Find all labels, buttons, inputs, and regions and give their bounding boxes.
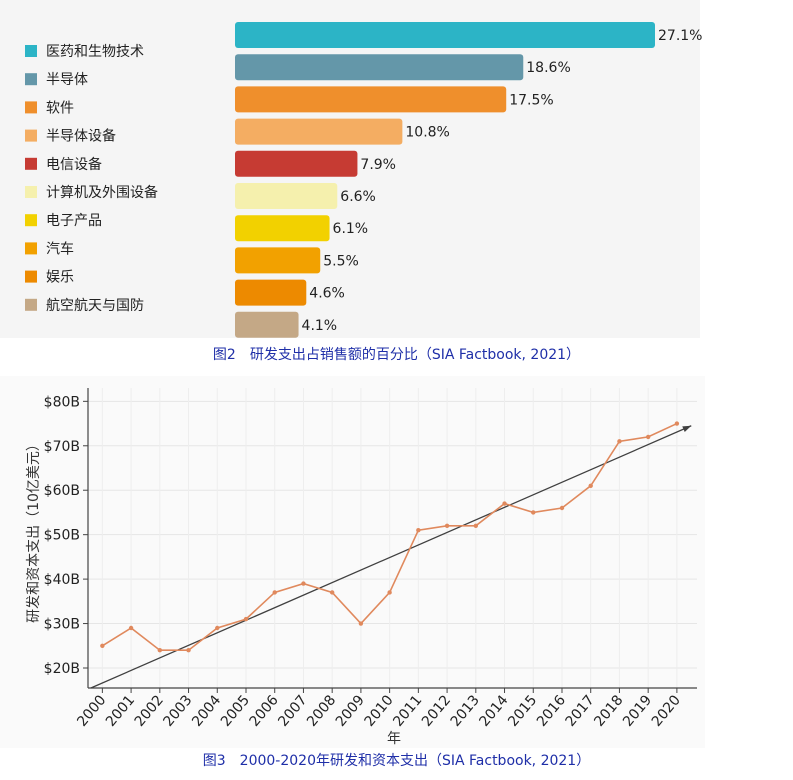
line-chart-background (0, 376, 705, 748)
legend-swatch (25, 270, 37, 283)
data-point (559, 505, 565, 511)
bar-chart-rd-percentage: 医药和生物技术半导体软件半导体设备电信设备计算机及外围设备电子产品汽车娱乐航空航… (0, 0, 703, 338)
legend-swatch (25, 242, 37, 255)
legend-swatch (25, 101, 37, 114)
bar (235, 215, 330, 242)
bar (235, 247, 321, 274)
bar-value-label: 17.5% (509, 92, 553, 108)
legend-label: 计算机及外围设备 (46, 184, 158, 201)
data-point (215, 625, 220, 631)
data-point (329, 590, 335, 595)
data-point (272, 590, 277, 595)
data-point (645, 434, 651, 440)
line-chart-rd-capex: $20B$30B$40B$50B$60B$70B$80B 20002001200… (0, 376, 705, 748)
bar (235, 150, 358, 177)
x-axis-label: 年 (387, 731, 401, 747)
legend-swatch (25, 157, 37, 170)
bar-value-label: 6.6% (340, 189, 376, 205)
bar-value-label: 6.1% (333, 221, 369, 237)
legend-label: 娱乐 (46, 270, 74, 286)
bar (235, 118, 403, 145)
legend-label: 航空航天与国防 (46, 298, 144, 314)
data-point (128, 625, 134, 631)
y-tick-label: $30B (44, 617, 80, 633)
data-point (444, 523, 450, 528)
line-chart-axes (83, 388, 697, 693)
bar-value-label: 7.9% (360, 157, 396, 173)
y-tick-label: $60B (44, 483, 80, 499)
data-point (531, 510, 536, 515)
data-point (416, 528, 421, 533)
data-point (617, 439, 622, 444)
y-tick-label: $40B (44, 572, 80, 588)
trend-line (90, 425, 692, 689)
bar (235, 86, 507, 113)
bar (235, 54, 524, 81)
legend-label: 半导体 (46, 72, 88, 88)
y-tick-label: $50B (44, 528, 80, 544)
bar-value-label: 18.6% (526, 60, 570, 76)
trend-line-segment (90, 425, 692, 689)
y-tick-label: $70B (44, 439, 80, 455)
bar-value-label: 4.6% (309, 286, 345, 302)
data-point (100, 643, 105, 648)
data-point (186, 648, 191, 653)
data-series (100, 421, 680, 653)
bar-value-label: 27.1% (658, 28, 702, 44)
data-point (502, 501, 507, 506)
line-chart-y-tick-labels: $20B $30B $40B $50B $60B $70B $80B (44, 394, 80, 677)
trend-arrowhead (682, 425, 692, 432)
y-axis-label: 研发和资本支出（10亿美元） (26, 437, 42, 623)
legend-label: 半导体设备 (46, 128, 116, 145)
data-point (387, 590, 392, 595)
data-point (157, 648, 163, 653)
data-point (243, 616, 249, 622)
line-chart-grid (88, 388, 697, 688)
legend-swatch (25, 214, 37, 227)
legend-label: 软件 (46, 100, 74, 116)
y-tick-label: $20B (44, 661, 80, 677)
bar-chart-value-labels: 27.1% 18.6% 17.5% 10.8% 7.9% 6.6% 6.1% 5.5% 4.6%… (302, 28, 703, 334)
bar (235, 183, 338, 209)
data-point (301, 581, 306, 586)
bar-chart-legend: 医药和生物技术半导体软件半导体设备电信设备计算机及外围设备电子产品汽车娱乐航空航… (25, 44, 158, 314)
data-point (674, 421, 680, 426)
legend-label: 电信设备 (46, 156, 102, 173)
legend-swatch (25, 45, 37, 57)
data-point (473, 523, 479, 528)
legend-swatch (25, 73, 37, 86)
bar (235, 279, 307, 306)
bar-value-label: 10.8% (405, 125, 449, 141)
data-point (358, 621, 364, 626)
y-tick-label: $80B (44, 394, 80, 410)
legend-swatch (25, 298, 37, 311)
figure-3-caption: 图3 2000-2020年研发和资本支出（SIA Factbook, 2021） (202, 753, 591, 769)
legend-label: 电子产品 (46, 213, 102, 229)
bar-chart-bars (235, 22, 655, 338)
legend-swatch (25, 186, 37, 198)
legend-swatch (25, 129, 37, 142)
data-point (588, 483, 593, 488)
legend-label: 汽车 (46, 240, 74, 257)
bar-value-label: 5.5% (323, 253, 359, 269)
bar-value-label: 4.1% (302, 318, 338, 334)
bar (235, 22, 655, 48)
legend-label: 医药和生物技术 (46, 44, 144, 60)
figure-2-caption: 图2 研发支出占销售额的百分比（SIA Factbook, 2021） (212, 347, 581, 363)
bar (235, 311, 299, 338)
